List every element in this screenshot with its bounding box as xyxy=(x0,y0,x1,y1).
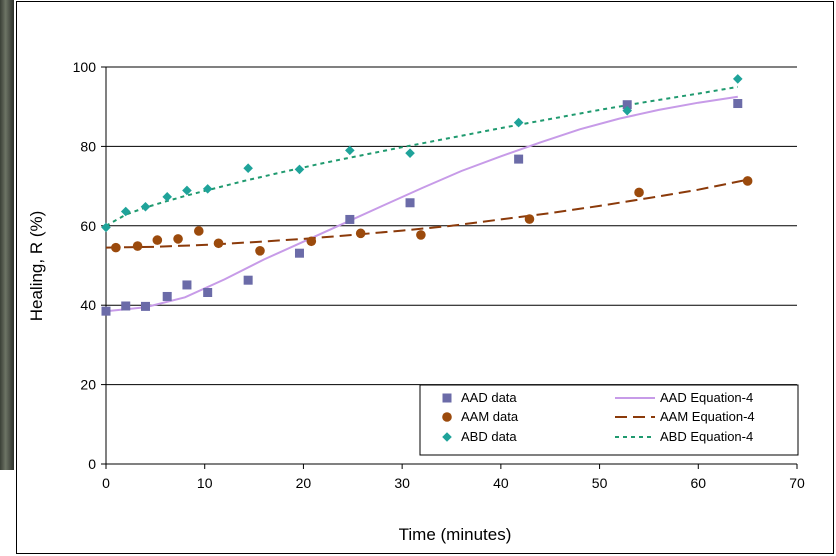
x-tick-label: 20 xyxy=(296,475,312,491)
aam-data-point xyxy=(255,246,265,256)
axes xyxy=(105,67,797,465)
abd-data-point xyxy=(732,74,743,84)
x-tick-label: 0 xyxy=(102,475,110,491)
line-abd-equation-4 xyxy=(105,85,738,227)
abd-data-point xyxy=(140,201,151,212)
aam-data-point xyxy=(152,235,163,245)
data-points xyxy=(101,74,753,316)
y-tick-label: 60 xyxy=(80,218,96,234)
aad-data-point xyxy=(345,214,355,224)
legend-label: ABD Equation-4 xyxy=(660,429,753,444)
abd-data-point xyxy=(202,184,213,194)
aad-data-point xyxy=(101,306,111,316)
aam-data-point xyxy=(742,176,753,186)
aad-data-point xyxy=(733,99,743,109)
aam-data-point xyxy=(634,187,644,198)
legend-marker-square xyxy=(442,393,452,403)
legend-label: AAM Equation-4 xyxy=(660,409,755,424)
aad-data-point xyxy=(243,275,253,285)
abd-data-point xyxy=(243,163,253,174)
y-ticks: 0 20 40 60 80 100 xyxy=(73,59,106,472)
aam-data-point xyxy=(193,226,204,236)
legend: AAD data AAM data ABD data AAD Equation-4 AA… xyxy=(419,384,799,456)
aad-data-point xyxy=(405,198,415,208)
y-axis-title: Healing, R (%) xyxy=(27,211,46,322)
x-tick-label: 60 xyxy=(690,475,706,491)
y-tick-label: 0 xyxy=(88,456,96,472)
abd-data-point xyxy=(345,145,355,156)
abd-data-point xyxy=(405,148,415,158)
legend-label: AAD Equation-4 xyxy=(660,390,753,405)
aad-data-point xyxy=(622,100,632,110)
x-tick-label: 10 xyxy=(197,475,213,491)
aad-data-point xyxy=(182,280,192,290)
aad-data-point xyxy=(121,301,131,311)
chart-frame xyxy=(16,1,834,554)
aam-data-point xyxy=(132,241,143,251)
aam-data-point xyxy=(213,238,224,249)
legend-label: AAD data xyxy=(461,390,517,405)
legend-label: AAM data xyxy=(461,409,519,424)
aad-data-point xyxy=(514,154,524,164)
y-tick-label: 80 xyxy=(80,138,96,154)
legend-box xyxy=(419,384,799,456)
y-tick-label: 100 xyxy=(73,59,97,75)
photo-edge-strip xyxy=(0,0,14,470)
aam-data-point xyxy=(306,236,317,247)
x-tick-label: 40 xyxy=(493,475,509,491)
aam-data-point xyxy=(173,234,183,244)
aam-data-point xyxy=(355,228,366,239)
abd-data-point xyxy=(120,206,131,217)
x-tick-label: 70 xyxy=(789,475,805,491)
y-tick-label: 40 xyxy=(80,297,96,313)
legend-marker-diamond xyxy=(442,432,452,442)
fit-lines xyxy=(105,85,748,313)
legend-marker-circle xyxy=(442,412,452,422)
x-tick-label: 30 xyxy=(394,475,410,491)
aam-data-point xyxy=(416,230,426,240)
abd-data-point xyxy=(513,117,524,128)
abd-data-point xyxy=(162,192,173,202)
legend-label: ABD data xyxy=(461,429,517,444)
aad-data-point xyxy=(140,301,150,311)
line-aam-equation-4 xyxy=(105,178,748,249)
aam-data-point xyxy=(524,214,535,224)
aad-data-point xyxy=(294,248,304,258)
abd-data-point xyxy=(294,164,305,175)
aam-data-point xyxy=(111,242,121,253)
abd-data-point xyxy=(622,105,633,116)
abd-data-point xyxy=(182,185,192,196)
aad-data-point xyxy=(162,291,172,301)
aad-data-point xyxy=(203,287,213,297)
x-tick-label: 50 xyxy=(592,475,608,491)
y-tick-label: 20 xyxy=(80,377,96,393)
abd-data-point xyxy=(101,222,111,233)
line-aad-equation-4 xyxy=(105,95,738,313)
x-ticks: 0 10 20 30 40 50 60 70 xyxy=(102,464,805,491)
x-axis-title: Time (minutes) xyxy=(399,525,512,544)
